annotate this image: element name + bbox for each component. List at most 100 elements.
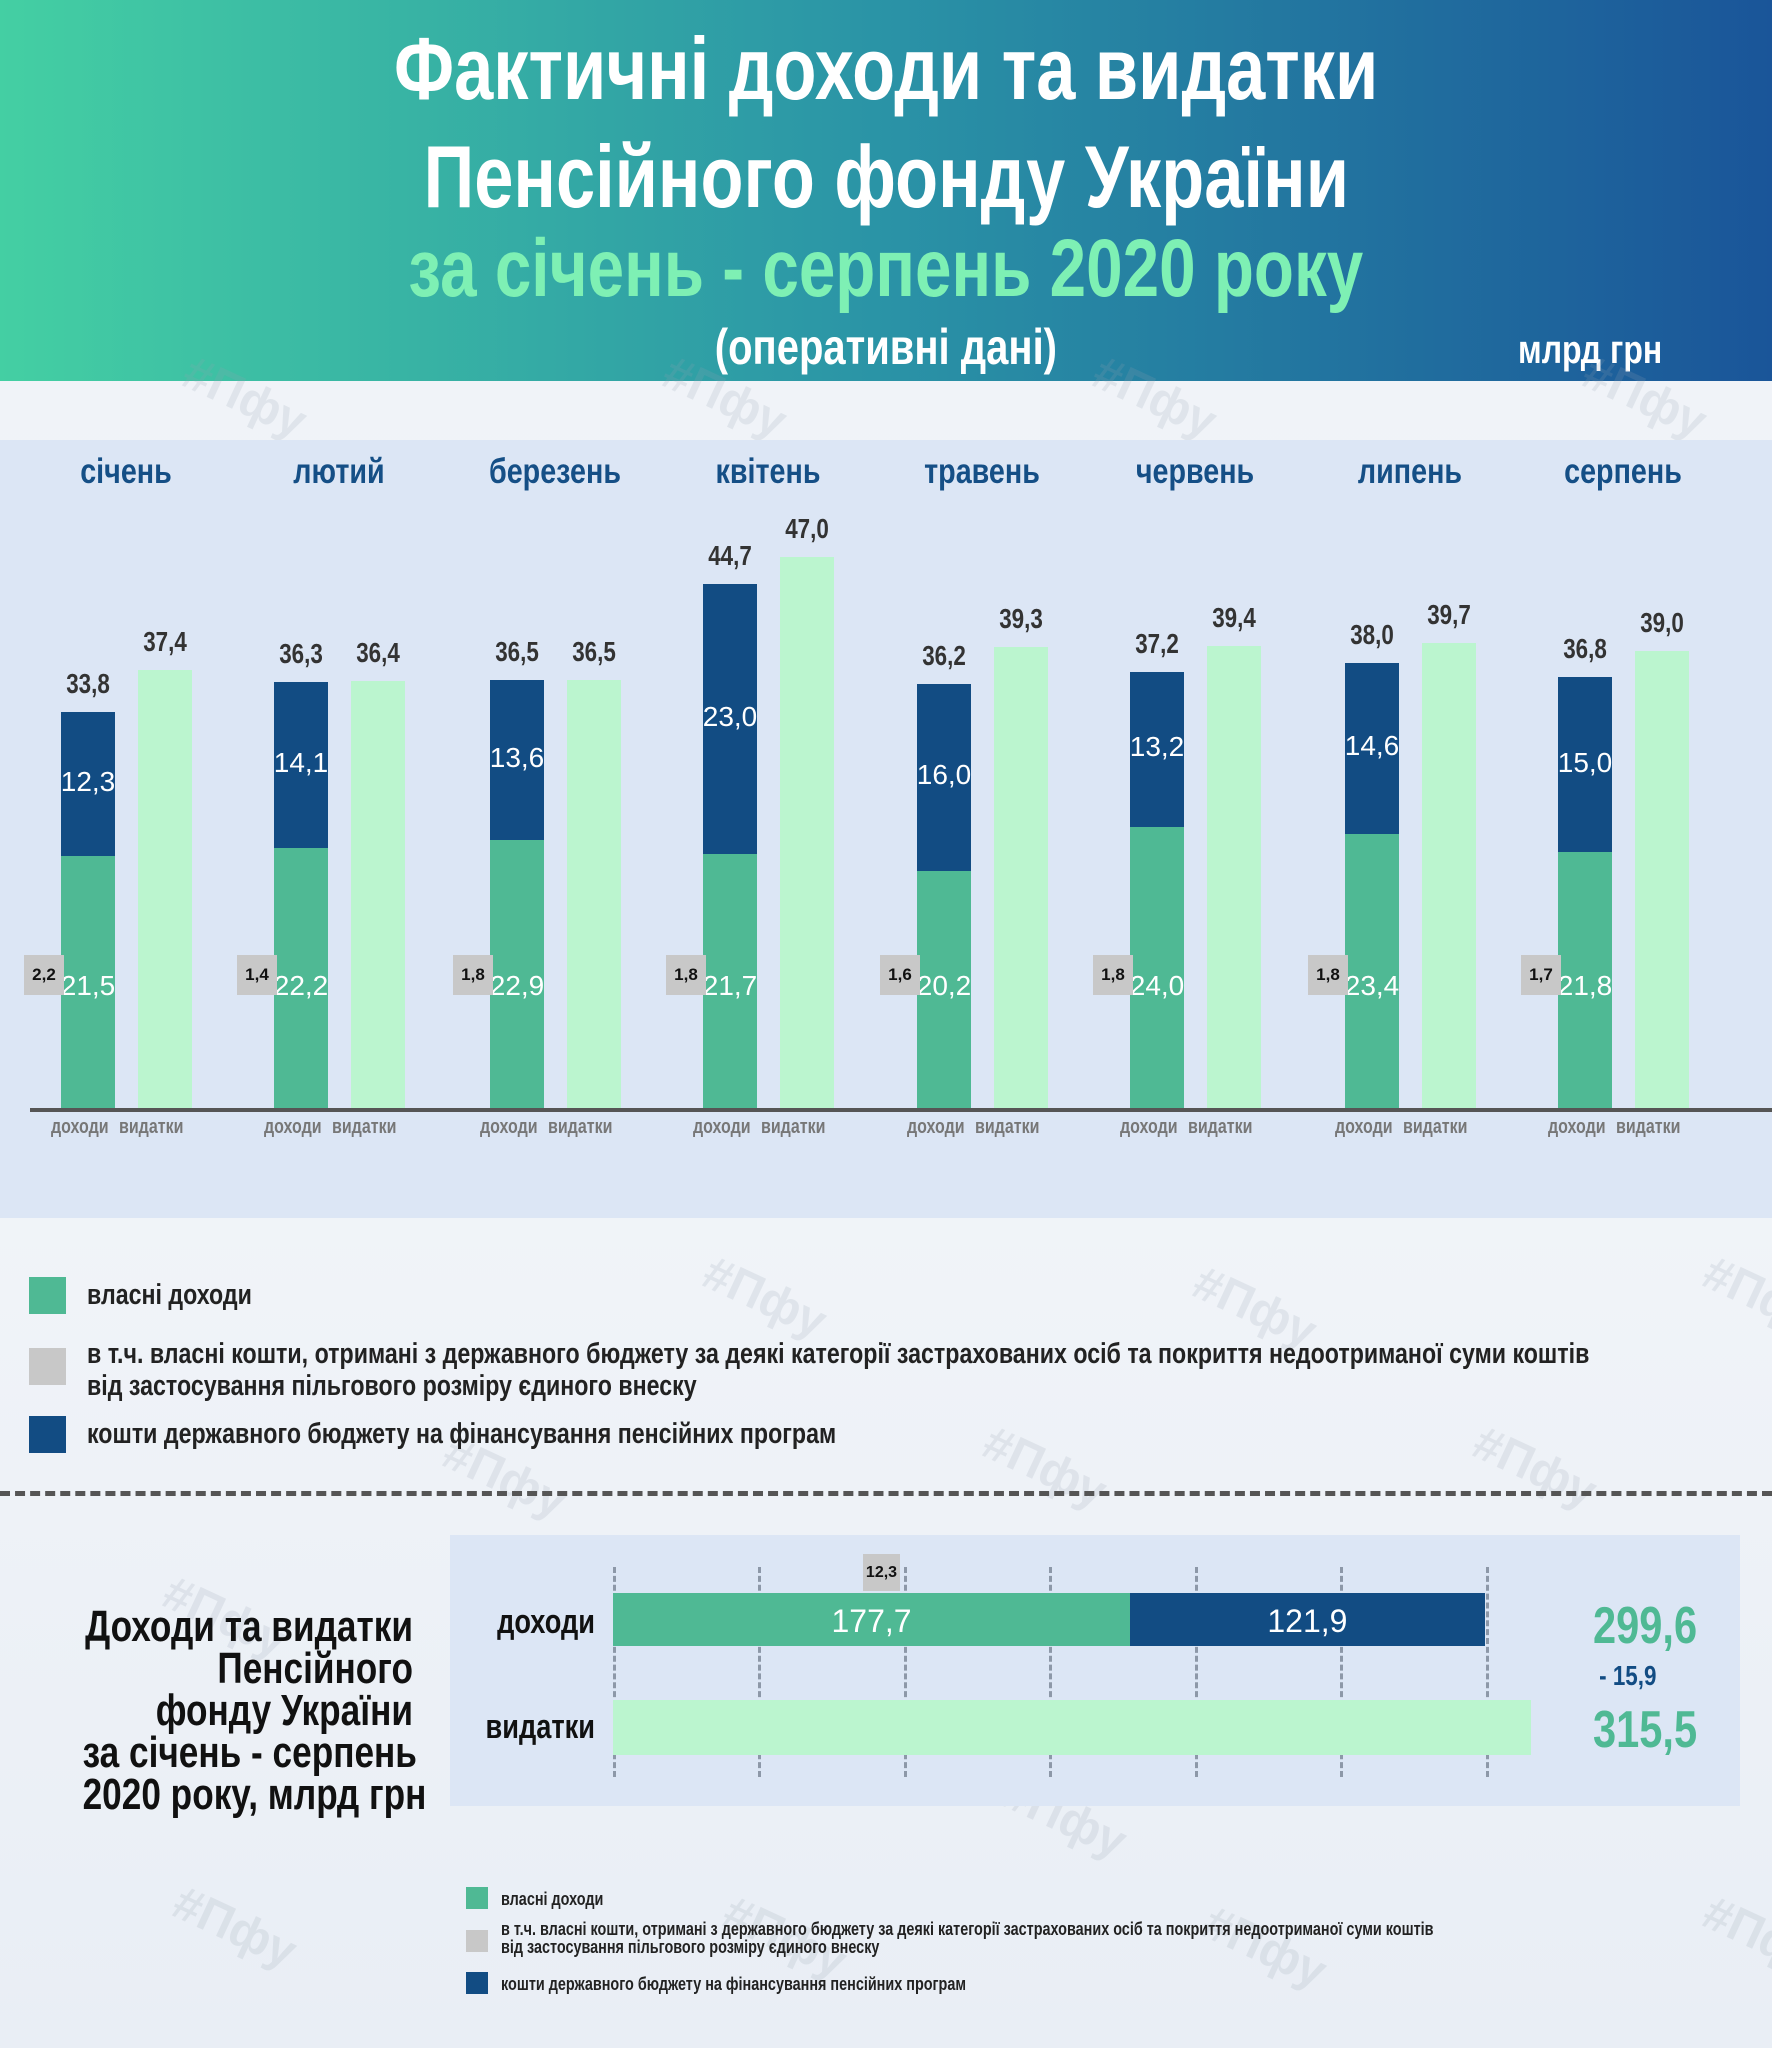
watermark: #Пфу [1694, 1886, 1772, 1989]
x-label-income: доходи [1548, 1116, 1606, 1138]
state-part-label: 2,2 [24, 955, 64, 995]
period-subtitle: за січень - серпень 2020 року [408, 223, 1364, 314]
bar-expenses [351, 681, 405, 1108]
own-income-label: 21,5 [60, 970, 116, 1001]
summary-title-line: фонду України [155, 1686, 413, 1735]
expense-label: 47,0 [785, 513, 829, 544]
month-label: січень [80, 452, 172, 491]
month-label: серпень [1564, 452, 1682, 491]
watermark: #Пфу [1464, 1416, 1605, 1519]
state-part-label: 1,4 [237, 955, 277, 995]
income-total-label: 36,5 [495, 636, 539, 668]
note-subtitle: (оперативні дані) [714, 319, 1058, 375]
month-label: березень [488, 452, 622, 491]
legend-swatch-blue [29, 1416, 66, 1453]
x-label-income: доходи [480, 1116, 538, 1138]
summary-title-line: за січень - серпень [82, 1728, 417, 1777]
own-income-label: 23,4 [1344, 970, 1400, 1001]
x-label-expenses: видатки [1403, 1116, 1468, 1138]
summary-title: Доходи та видатки Пенсійного фонду Украї… [0, 1602, 427, 1819]
state-part-label: 12,3 [863, 1554, 900, 1591]
bar-expenses [994, 647, 1048, 1108]
legend-swatch-green [466, 1887, 488, 1909]
legend-label: від застосування пільгового розміру єдин… [87, 1370, 697, 1402]
budget-label: 12,3 [60, 765, 116, 797]
own-income-label: 21,8 [1557, 970, 1613, 1001]
bar-budget-funds [1130, 671, 1184, 827]
budget-label: 14,6 [1344, 730, 1400, 762]
bar-budget-funds [1345, 662, 1399, 834]
legend-label: кошти державного бюджету на фінансування… [87, 1418, 837, 1450]
state-part-label: 1,7 [1521, 955, 1561, 995]
month-label: лютий [293, 452, 385, 491]
bar-own-income [274, 847, 328, 1108]
section-divider [0, 1491, 1772, 1496]
gridline [613, 1567, 616, 1777]
month-label: квітень [715, 452, 821, 491]
bar-budget-funds [703, 583, 757, 854]
state-part-label: 1,8 [1093, 955, 1133, 995]
expense-label: 37,4 [143, 625, 187, 657]
budget-label: 13,2 [1129, 731, 1185, 763]
total-income: 299,6 [1593, 1597, 1698, 1655]
x-label-income: доходи [1120, 1116, 1178, 1138]
bar-own-income [1558, 852, 1612, 1108]
x-axis-line [30, 1108, 1772, 1112]
gridline [903, 1567, 907, 1777]
bar-expenses [138, 669, 192, 1108]
gridline [1194, 1567, 1198, 1777]
x-label-expenses: видатки [761, 1116, 826, 1138]
month-label: червень [1135, 452, 1255, 491]
x-label-income: доходи [907, 1116, 965, 1138]
state-part-label: 1,8 [453, 955, 493, 995]
legend-swatch-gray [29, 1348, 66, 1385]
own-income-label: 177,7 [831, 1603, 912, 1639]
income-total-label: 38,0 [1350, 618, 1394, 650]
x-label-expenses: видатки [975, 1116, 1040, 1138]
x-label-income: доходи [1335, 1116, 1393, 1138]
bar-own-income [917, 871, 971, 1108]
gridline [1340, 1567, 1344, 1777]
x-label-income: доходи [693, 1116, 751, 1138]
title-line-1: Фактичні доходи та видатки [393, 19, 1379, 118]
bar-own-income [1345, 833, 1399, 1108]
gridline [1485, 1567, 1489, 1777]
month-label: липень [1357, 452, 1463, 491]
bar-own-income [1130, 826, 1184, 1108]
expense-label: 39,3 [999, 603, 1043, 635]
month-label: травень [924, 452, 1040, 491]
x-label-expenses: видатки [1188, 1116, 1253, 1138]
legend-label: власні доходи [501, 1889, 604, 1909]
category-income: доходи [497, 1603, 595, 1641]
income-total-label: 36,8 [1563, 632, 1607, 664]
legend-label: кошти державного бюджету на фінансування… [501, 1974, 966, 1994]
bar-budget-funds [490, 680, 544, 840]
legend-swatch-green [29, 1277, 66, 1314]
income-total-label: 33,8 [66, 667, 110, 699]
total-expenses: 315,5 [1593, 1701, 1698, 1759]
x-label-expenses: видатки [332, 1116, 397, 1138]
x-label-income: доходи [264, 1116, 322, 1138]
expense-label: 39,7 [1427, 598, 1471, 630]
bar-own-income [490, 839, 544, 1108]
legend-label: в т.ч. власні кошти, отримані з державно… [501, 1919, 1434, 1939]
unit-label: млрд грн [1517, 328, 1662, 372]
bar-expenses [1207, 646, 1261, 1108]
state-part-label: 1,8 [1308, 955, 1348, 995]
expense-label: 39,0 [1640, 606, 1684, 638]
bar-expenses [780, 557, 834, 1108]
watermark: #Пфу [1194, 1896, 1335, 1999]
budget-label: 14,1 [273, 747, 329, 779]
x-label-expenses: видатки [119, 1116, 184, 1138]
budget-label: 13,6 [489, 741, 545, 773]
x-label-income: доходи [51, 1116, 109, 1138]
total-difference: - 15,9 [1599, 1660, 1657, 1691]
bar-own-income [613, 1593, 1131, 1646]
bar-own-income [703, 853, 757, 1108]
summary-title-line: 2020 року, млрд грн [82, 1770, 427, 1819]
x-label-expenses: видатки [548, 1116, 613, 1138]
bar-budget-funds [61, 711, 115, 856]
legend-label: в т.ч. власні кошти, отримані з державно… [87, 1338, 1590, 1370]
summary-title-line: Доходи та видатки [85, 1602, 413, 1651]
